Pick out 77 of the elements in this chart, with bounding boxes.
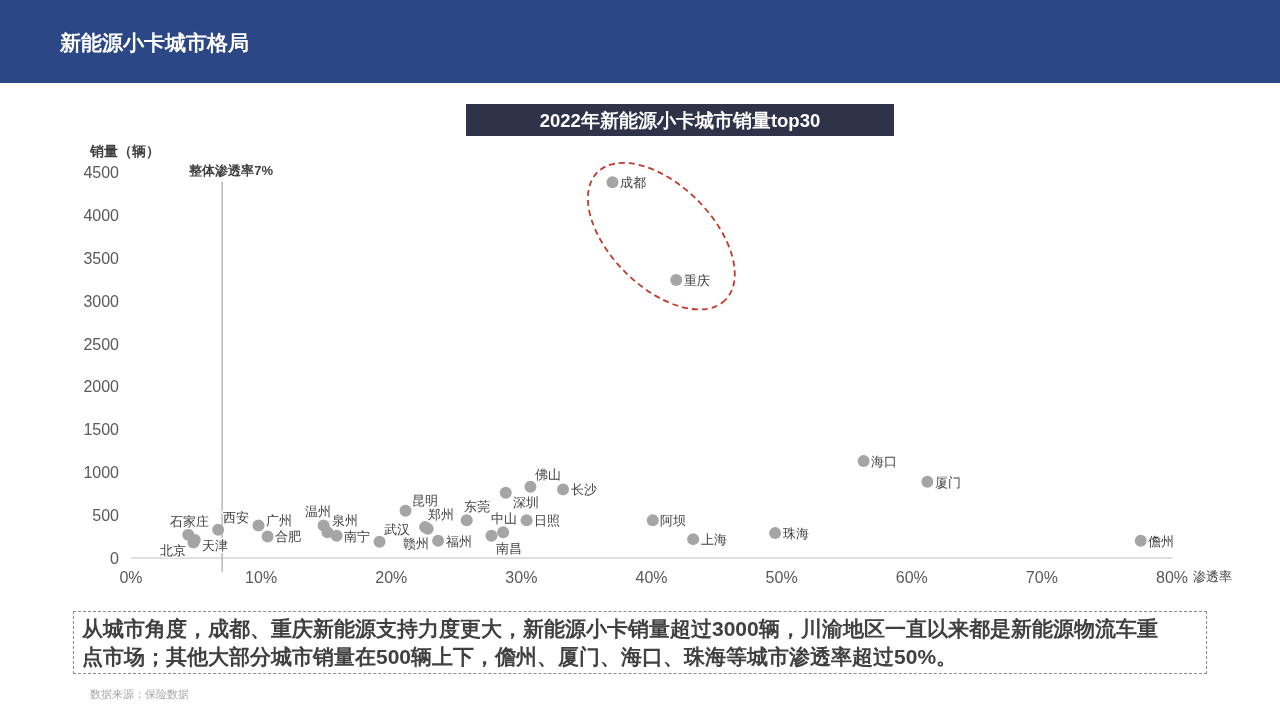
y-tick-label: 4000 (83, 206, 120, 224)
series-label: 郑州 (428, 506, 455, 522)
series-label: 北京 (159, 543, 186, 559)
point (261, 530, 274, 543)
series-label: 阿坝 (660, 513, 687, 529)
point (520, 514, 533, 527)
point (373, 535, 386, 548)
series-label: 天津 (202, 538, 229, 554)
series-label: 儋州 (1148, 533, 1175, 549)
point (646, 514, 659, 527)
point (399, 504, 412, 517)
series-label: 厦门 (934, 474, 961, 490)
point (460, 514, 473, 527)
point (485, 529, 498, 542)
series-label: 成都 (619, 175, 646, 191)
point (1134, 534, 1147, 547)
x-tick-label: 40% (635, 569, 668, 586)
y-tick-label: 500 (92, 507, 120, 525)
series-label: 广州 (266, 512, 293, 528)
series-label: 上海 (700, 532, 727, 548)
point (252, 519, 265, 532)
y-tick-label: 2500 (83, 335, 120, 353)
point (499, 486, 512, 499)
x-tick-label: 20% (375, 569, 408, 586)
series-label: 昆明 (411, 492, 438, 508)
y-tick-label: 2000 (83, 378, 120, 396)
point (330, 529, 343, 542)
series-label: 石家庄 (170, 513, 209, 529)
point (769, 527, 782, 540)
x-tick-label: 30% (505, 569, 538, 586)
series-label: 中山 (491, 511, 518, 527)
text: 从城市角度，成都、重庆新能源支持力度更大，新能源小卡销量超过3000辆，川渝地区一直以来都是新能源物流车重点市场；其他大部分城市销量在500辆上下，儋州、厦门、海口、珠海等城市渗透率超过50%。 (73, 611, 1207, 674)
point (212, 523, 225, 536)
y-axis-title: 销量（辆） (89, 143, 160, 159)
series-label: 珠海 (782, 526, 809, 542)
point (557, 483, 570, 496)
y-tick-label: 0 (110, 550, 120, 567)
series-label: 南昌 (496, 541, 523, 557)
y-tick-label: 3000 (83, 292, 120, 310)
series-label: 海口 (871, 454, 898, 470)
point (857, 455, 870, 468)
x-tick-label: 0% (119, 569, 143, 586)
point (432, 534, 445, 547)
y-tick-label: 4500 (83, 164, 120, 181)
x-tick-label: 70% (1025, 569, 1058, 586)
series-label: 重庆 (683, 273, 710, 289)
point (497, 526, 510, 539)
point (524, 480, 537, 493)
point (687, 533, 700, 546)
series-label: 东莞 (463, 499, 490, 515)
point (921, 475, 934, 488)
series-label: 武汉 (384, 522, 411, 538)
x-tick-label: 60% (895, 569, 928, 586)
series-label: 温州 (305, 504, 332, 520)
y-tick-label: 1000 (83, 464, 120, 482)
x-tick-label: 80% (1155, 569, 1189, 586)
x-axis-title: 渗透率 (1193, 569, 1232, 584)
point (606, 176, 619, 189)
x-tick-label: 50% (765, 569, 798, 586)
series-label: 深圳 (512, 495, 539, 511)
x-tick-label: 10% (245, 569, 278, 586)
series-label: 长沙 (570, 482, 597, 498)
series-label: 西安 (223, 510, 249, 526)
chart-subtitle: 2022年新能源小卡城市销量top30 (539, 110, 821, 131)
series-label: 合肥 (275, 529, 302, 545)
series-label: 佛山 (535, 467, 562, 483)
series-label: 南宁 (344, 528, 371, 544)
source-note: 数据来源：保险数据 (90, 688, 189, 700)
series-label: 日照 (534, 513, 561, 529)
series-label: 泉州 (332, 512, 359, 528)
y-tick-label: 1500 (83, 421, 120, 439)
point (670, 274, 683, 287)
series-label: 赣州 (402, 535, 429, 551)
series-label: 福州 (445, 533, 472, 549)
chart-title: 新能源小卡城市格局 (59, 31, 249, 54)
y-tick-label: 3500 (83, 249, 120, 267)
ref-line-label: 整体渗透率7% (188, 163, 274, 178)
